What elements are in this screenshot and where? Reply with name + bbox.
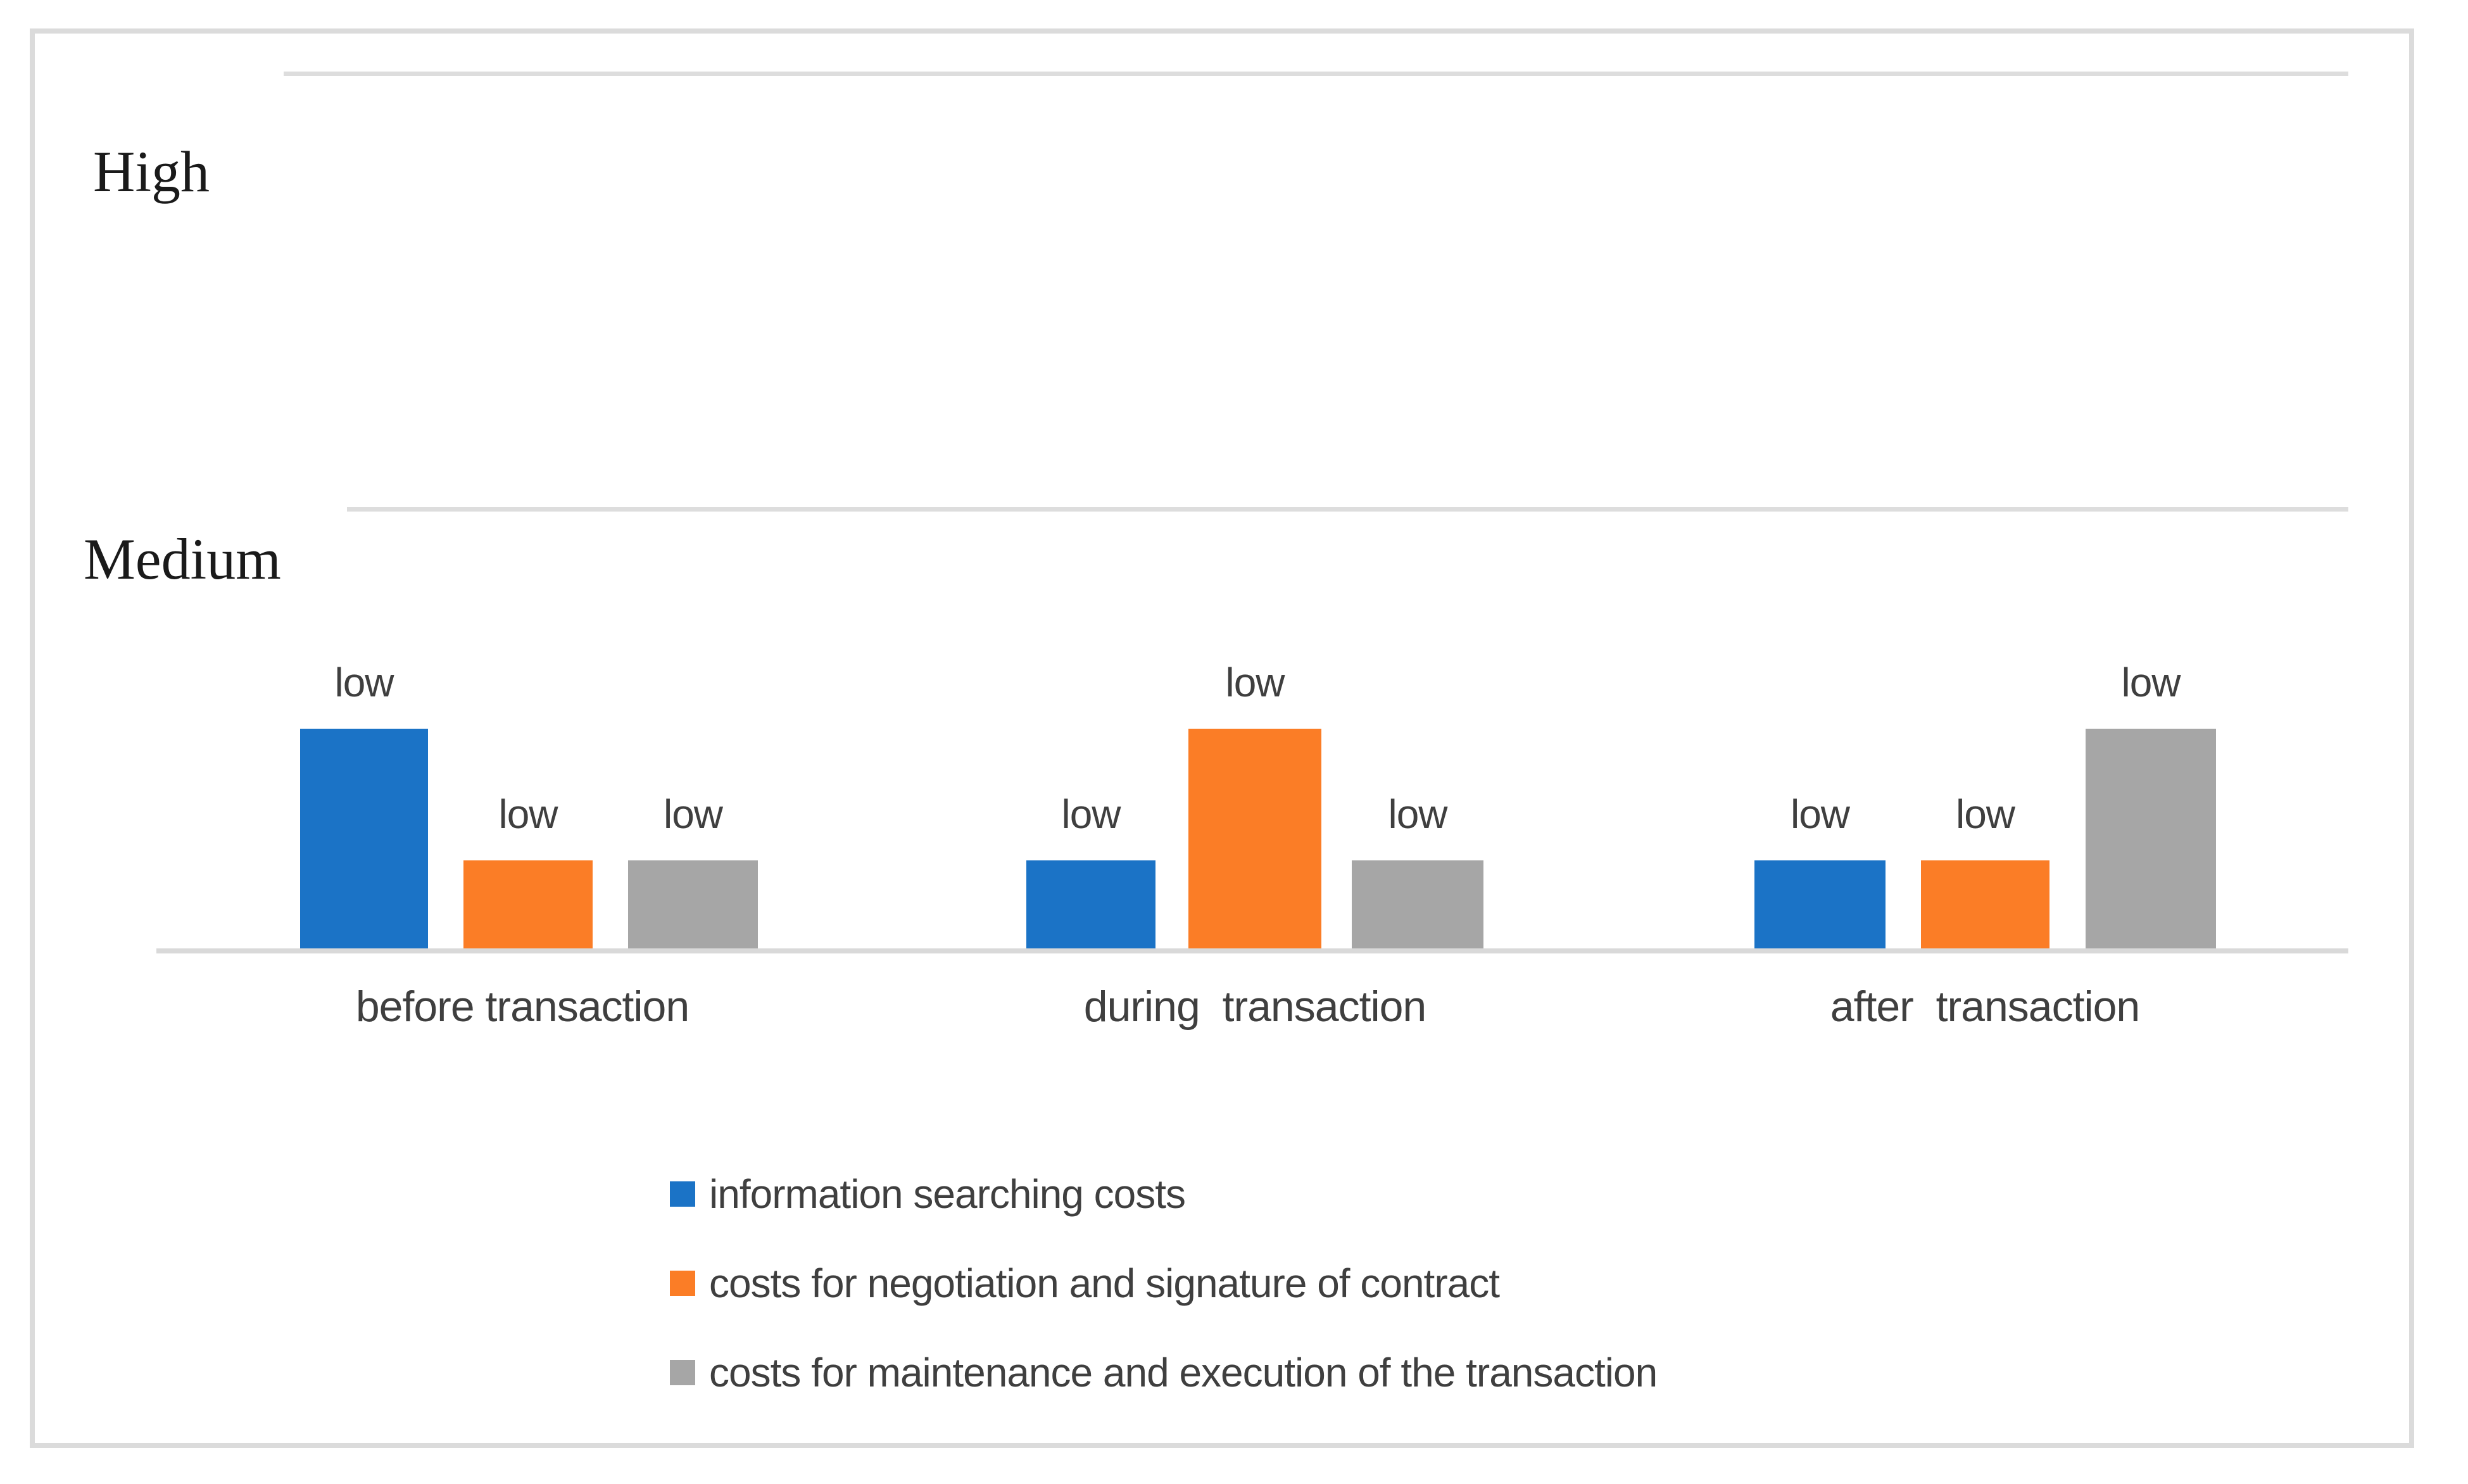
bar-data-label: low [334,660,394,705]
bar-costs-group2 [1352,860,1483,948]
bar-costs-group1 [463,860,593,948]
bar-data-label: low [1225,660,1285,705]
legend-label: costs for maintenance and execution of t… [709,1350,1658,1395]
bar-data-label: low [1061,791,1121,837]
legend-item: costs for negotiation and signature of c… [670,1263,1500,1304]
bar-costs-group2 [1188,729,1321,948]
legend-label: information searching costs [709,1171,1186,1217]
legend-item: information searching costs [670,1174,1186,1214]
bar-costs-group3 [1921,860,2049,948]
x-axis-category-label: after transaction [1830,983,2140,1031]
x-axis-category-label: during transaction [1083,983,1426,1031]
y-axis-tick-label-medium: Medium [84,527,281,591]
legend-swatch-icon [670,1181,695,1207]
x-axis-line [156,948,2348,953]
gridline-high [284,72,2348,76]
legend-label: costs for negotiation and signature of c… [709,1261,1500,1306]
bar-costs-group3 [2086,729,2216,948]
legend-swatch-icon [670,1360,695,1385]
x-axis-category-label: before transaction [355,983,689,1031]
legend-item: costs for maintenance and execution of t… [670,1352,1658,1393]
gridline-medium [347,507,2348,512]
bar-information-group2 [1026,860,1155,948]
bar-data-label: low [663,791,723,837]
bar-data-label: low [1388,791,1447,837]
bar-information-group1 [300,729,428,948]
bar-costs-group1 [628,860,758,948]
bar-information-group3 [1754,860,1886,948]
bar-data-label: low [1955,791,2015,837]
legend-swatch-icon [670,1271,695,1296]
y-axis-tick-label-high: High [93,139,210,204]
bar-data-label: low [1790,791,1850,837]
bar-data-label: low [498,791,558,837]
bar-data-label: low [2121,660,2181,705]
